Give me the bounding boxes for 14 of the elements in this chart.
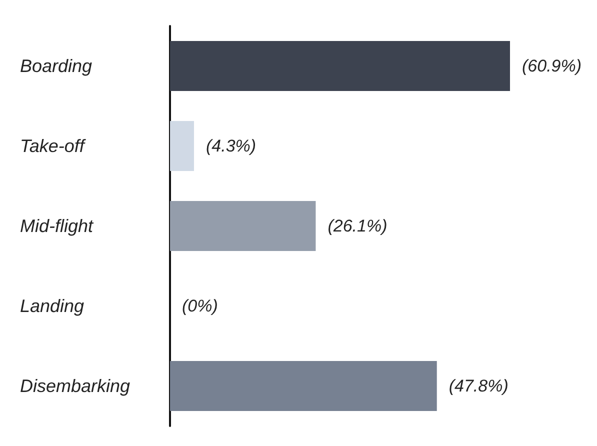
y-tick-label: Disembarking xyxy=(20,376,130,396)
y-tick-label: Landing xyxy=(20,296,84,316)
bar xyxy=(170,201,316,251)
data-label: (26.1%) xyxy=(328,216,388,236)
data-label: (4.3%) xyxy=(206,136,256,156)
data-label: (47.8%) xyxy=(448,376,508,396)
data-label: (0%) xyxy=(182,296,218,316)
y-tick-label: Take-off xyxy=(20,136,86,156)
bar xyxy=(170,41,510,91)
data-label: (60.9%) xyxy=(522,56,582,76)
y-tick-label: Mid-flight xyxy=(20,216,94,236)
bar xyxy=(170,121,194,171)
bar xyxy=(170,361,437,411)
y-tick-label: Boarding xyxy=(20,56,92,76)
